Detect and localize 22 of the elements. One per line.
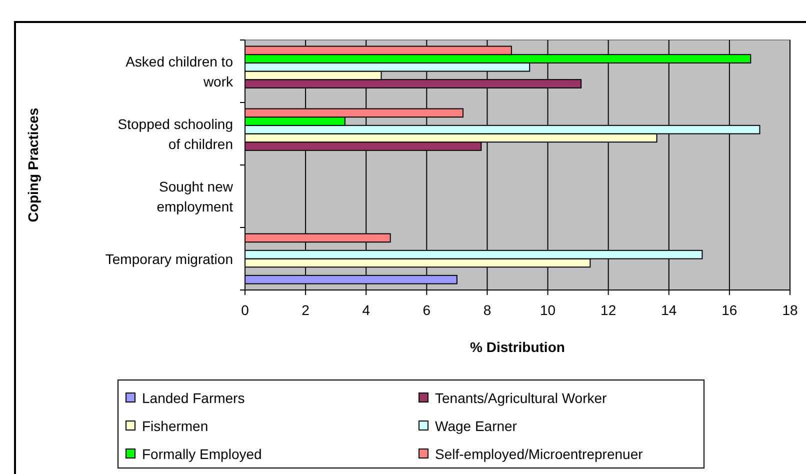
x-axis-title: % Distribution [470,339,565,355]
y-tick-label: Temporary migration [105,250,233,267]
legend-label: Fishermen [142,418,208,434]
legend-label: Formally Employed [142,446,262,462]
x-tick-label: 16 [722,302,738,318]
y-tick-label: Sought new employment [156,178,234,214]
x-tick-label: 0 [241,302,250,318]
x-tick-label: 12 [600,302,616,318]
x-tick-label: 8 [483,302,492,318]
legend-label: Self-employed/Microentreprenuer [435,446,644,462]
legend-label: Tenants/Agricultural Worker [435,390,608,406]
x-tick-label: 10 [540,302,556,318]
x-tick-label: 4 [362,302,370,318]
legend-label: Wage Earner [435,418,518,434]
x-tick-label: 14 [661,302,677,318]
x-tick-label: 6 [422,302,431,318]
y-tick-label: Asked children to work [126,53,234,90]
y-tick-label: Stopped schooling of children [118,116,233,152]
y-axis-title: Coping Practices [25,108,41,222]
legend-label: Landed Farmers [142,390,245,406]
x-tick-label: 18 [782,302,798,318]
x-tick-label: 2 [302,302,310,318]
